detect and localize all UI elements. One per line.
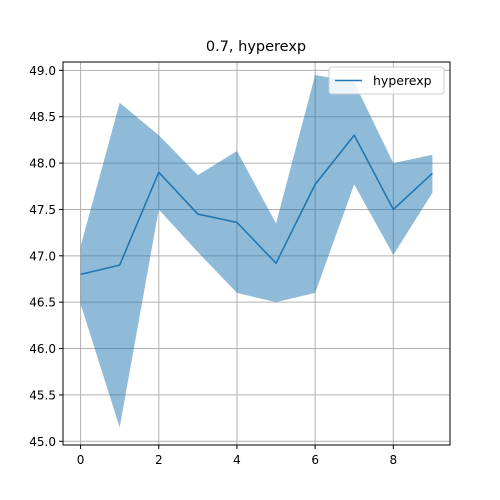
confidence-band-layer [80,74,433,428]
y-tick-label: 48.0 [29,157,56,171]
series-line-hyperexp [80,134,433,276]
y-tick-label: 45.0 [29,435,56,449]
y-tick-label: 46.5 [29,296,56,310]
confidence-band [80,74,433,428]
chart-title: 0.7, hyperexp [206,39,306,55]
y-axis: 45.0 45.5 46.0 46.5 47.0 47.5 48.0 48.5 49.0 [29,64,63,449]
legend-box [328,66,445,95]
plot-frame [62,61,451,446]
y-tick-label: 46.0 [29,342,56,356]
x-tick-label: 2 [155,453,163,467]
y-tick-label: 47.0 [29,249,56,263]
x-tick-label: 8 [389,453,397,467]
legend: hyperexp [328,66,445,95]
y-tick-label: 47.5 [29,203,56,217]
legend-label: hyperexp [373,73,432,88]
x-tick-label: 6 [311,453,319,467]
x-tick-label: 4 [233,453,241,467]
series-line-layer [80,134,433,276]
x-tick-label: 0 [77,453,85,467]
y-tick-label: 48.5 [29,110,56,124]
y-tick-label: 49.0 [29,64,56,78]
y-tick-label: 45.5 [29,388,56,402]
x-axis: 0 2 4 6 8 [77,445,397,467]
